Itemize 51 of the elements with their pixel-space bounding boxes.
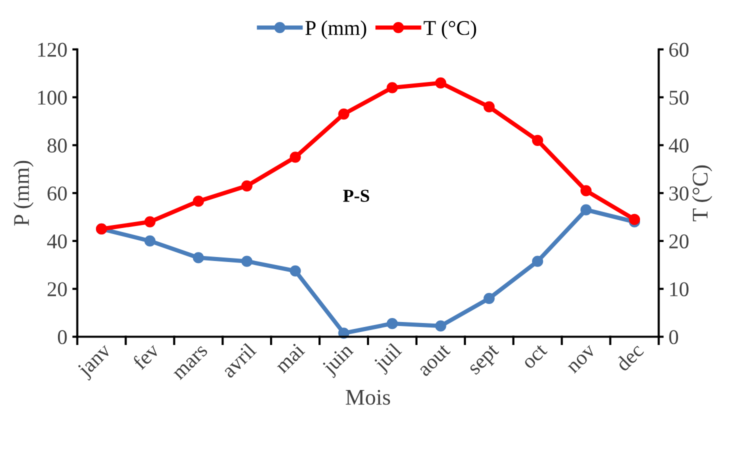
y2-tick-label: 30 (669, 186, 688, 201)
x-tick-label: avril (220, 342, 257, 378)
point (241, 180, 252, 192)
point (386, 318, 398, 330)
point (192, 252, 204, 264)
x-tick-label: aout (418, 344, 451, 377)
y2-tick-label: 20 (669, 234, 688, 248)
y-tick-label: 80 (48, 138, 67, 153)
point (580, 185, 592, 196)
legend-label: P (mm) (305, 20, 366, 40)
y2-tick-label: 50 (670, 90, 688, 105)
x-axis-title: Mois (346, 390, 390, 405)
x-tick-label: mars (173, 345, 208, 380)
point (290, 265, 301, 276)
x-tick-label: juil (372, 342, 406, 376)
y2-tick-label: 0 (669, 330, 678, 344)
y2-tick-label: 10 (670, 282, 688, 296)
point (144, 235, 156, 247)
x-tick-label: dec (614, 342, 644, 372)
y2-tick-label: 60 (669, 42, 688, 57)
point (628, 214, 640, 225)
y-axis-title: P (mm) (13, 160, 34, 226)
x-tick-label: juin (320, 342, 357, 378)
point (484, 292, 495, 304)
legend-label: T (°C) (424, 20, 476, 40)
x-tick-label: sept (468, 344, 502, 378)
y-tick-label: 100 (38, 90, 67, 105)
x-tick-label: nov (568, 344, 596, 374)
y-tick-label: 20 (48, 282, 67, 296)
x-tick-label: fev (131, 341, 160, 370)
point (290, 152, 301, 163)
y2-axis-title: T (°C) (692, 165, 712, 222)
point (435, 320, 446, 332)
point (386, 82, 398, 94)
y-tick-label: 0 (58, 330, 67, 344)
x-tick-label: oct (522, 344, 548, 370)
y-tick-label: 40 (47, 234, 67, 248)
point (580, 204, 592, 216)
y-tick-label: 120 (38, 42, 67, 57)
point (241, 256, 252, 267)
x-tick-label: mai (274, 342, 306, 374)
point (144, 216, 156, 228)
point (338, 108, 350, 120)
y-tick-label: 60 (48, 186, 67, 201)
point (484, 101, 495, 112)
y2-tick-label: 40 (668, 138, 688, 153)
point (192, 196, 204, 207)
annotation: P-S (343, 190, 370, 202)
point (532, 256, 544, 267)
point (532, 134, 544, 146)
point (435, 77, 446, 88)
